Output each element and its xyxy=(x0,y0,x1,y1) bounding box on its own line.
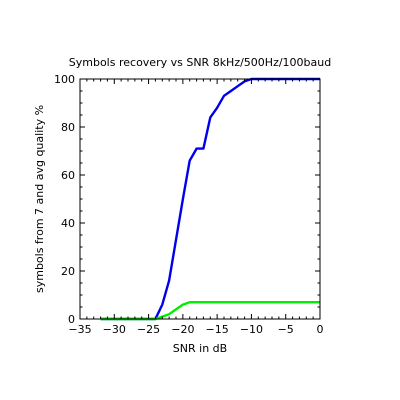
x-tick-label: −15 xyxy=(206,323,229,336)
chart-title: Symbols recovery vs SNR 8kHz/500Hz/100ba… xyxy=(69,56,331,69)
y-tick-label: 80 xyxy=(61,121,75,134)
x-tick-label: −20 xyxy=(171,323,194,336)
series-layer xyxy=(100,77,320,321)
y-tick-label: 0 xyxy=(68,313,75,326)
y-tick-label: 40 xyxy=(61,217,75,230)
y-tick-label: 20 xyxy=(61,265,75,278)
x-tick-label: −10 xyxy=(240,323,263,336)
x-tick-label: 0 xyxy=(317,323,324,336)
x-tick-label: −5 xyxy=(278,323,294,336)
series-line-2 xyxy=(100,301,320,321)
x-tick-label: −25 xyxy=(137,323,160,336)
y-axis-label: symbols from 7 and avg quality % xyxy=(33,105,46,293)
x-tick-label: −30 xyxy=(103,323,126,336)
x-axis-label: SNR in dB xyxy=(173,342,227,355)
axes-layer: −35 −30 −25 −20 −15 −10 −5 0 0 20 40 60 80 100 xyxy=(54,73,324,336)
plot-frame xyxy=(79,78,321,320)
x-tick-label: −35 xyxy=(68,323,91,336)
y-tick-label: 60 xyxy=(61,169,75,182)
series-line-1 xyxy=(100,77,320,321)
y-tick-label: 100 xyxy=(54,73,75,86)
